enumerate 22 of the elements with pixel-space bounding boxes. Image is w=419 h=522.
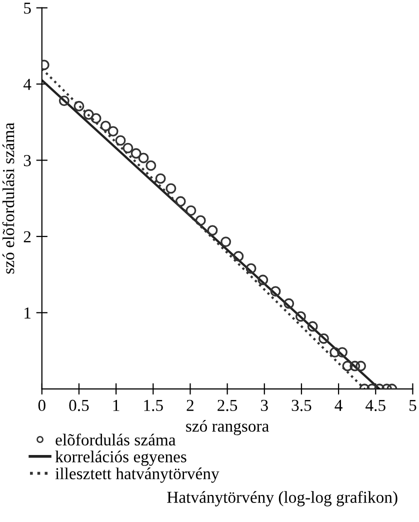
y-axis-title: szó elõfordulási száma bbox=[2, 122, 14, 274]
x-tick-label: 4.5 bbox=[366, 400, 386, 412]
y-tick-label: 4 bbox=[23, 78, 32, 90]
legend-label: korrelációs egyenes bbox=[55, 450, 186, 466]
x-tick-label: 3.5 bbox=[292, 400, 312, 412]
y-tick-label: 2 bbox=[24, 231, 31, 242]
x-tick-label: 3 bbox=[261, 400, 268, 412]
y-tick-label: 5 bbox=[24, 2, 31, 14]
x-tick-label: 2.5 bbox=[218, 400, 238, 412]
legend-label: illesztett hatványtörvény bbox=[55, 468, 220, 483]
x-tick-label: 4 bbox=[334, 400, 342, 411]
x-tick-label: 1.5 bbox=[144, 400, 163, 412]
text: Hatványtörvény (log-log grafikon) bbox=[167, 491, 398, 506]
x-axis-title: szó rangsora bbox=[186, 420, 269, 436]
x-tick-label: 1 bbox=[113, 400, 120, 411]
y-tick-label: 1 bbox=[24, 307, 30, 318]
x-tick-label: 0 bbox=[38, 400, 46, 412]
y-tick-label: 3 bbox=[24, 155, 31, 166]
legend-label: elõfordulás száma bbox=[56, 434, 176, 446]
x-tick-label: 0.5 bbox=[69, 400, 89, 412]
x-tick-label: 2 bbox=[186, 400, 194, 411]
x-tick-label: 5 bbox=[410, 400, 416, 412]
